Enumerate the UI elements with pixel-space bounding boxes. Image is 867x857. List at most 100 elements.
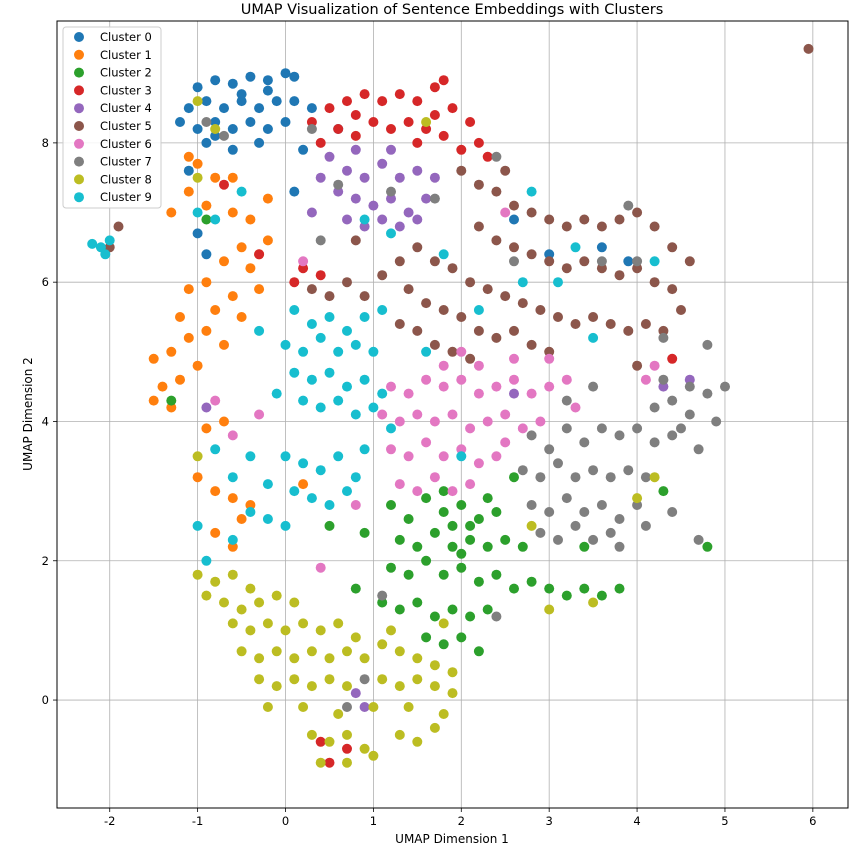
data-point — [386, 124, 396, 134]
data-point — [500, 409, 511, 420]
data-point — [456, 451, 467, 462]
data-point — [509, 256, 519, 267]
data-point — [658, 486, 669, 497]
data-point — [245, 451, 256, 462]
data-point — [429, 339, 440, 350]
data-point — [377, 158, 388, 169]
x-tick-label: 6 — [809, 814, 816, 828]
data-point — [166, 402, 177, 413]
data-point — [570, 242, 581, 253]
data-point — [350, 235, 361, 246]
data-point — [359, 312, 370, 322]
data-point — [377, 409, 388, 420]
data-point — [438, 618, 449, 629]
data-point — [289, 653, 300, 664]
series-cluster-6 — [210, 207, 660, 573]
data-point — [254, 597, 265, 608]
data-point — [227, 541, 238, 552]
data-point — [210, 130, 221, 141]
data-point — [711, 416, 722, 427]
data-point — [192, 207, 203, 218]
data-point — [667, 395, 678, 406]
data-point — [201, 96, 212, 107]
data-point — [438, 709, 449, 719]
data-point — [596, 423, 607, 434]
data-point — [394, 534, 405, 545]
data-point — [271, 590, 282, 601]
data-point — [359, 674, 370, 685]
data-point — [227, 430, 238, 441]
data-point — [315, 402, 326, 413]
data-point — [394, 681, 405, 692]
data-point — [509, 374, 519, 385]
data-point — [324, 103, 335, 114]
data-point — [386, 381, 396, 392]
legend-label: Cluster 6 — [100, 137, 152, 151]
data-point — [614, 214, 625, 225]
data-point — [227, 78, 238, 89]
data-point — [394, 479, 405, 490]
legend-marker — [74, 174, 84, 185]
data-point — [254, 325, 265, 336]
data-point — [482, 151, 493, 162]
data-point — [386, 186, 396, 197]
data-point — [403, 207, 414, 218]
data-point — [210, 75, 221, 86]
data-point — [605, 527, 616, 538]
x-tick-label: 0 — [282, 814, 289, 828]
data-point — [535, 527, 546, 538]
data-point — [491, 569, 502, 580]
data-point — [500, 437, 511, 448]
data-point — [596, 242, 607, 253]
data-point — [658, 381, 669, 392]
data-point — [473, 137, 484, 148]
data-point — [324, 312, 335, 322]
data-point — [482, 541, 493, 552]
data-point — [570, 520, 581, 531]
data-point — [561, 374, 572, 385]
data-point — [412, 541, 423, 552]
data-point — [482, 604, 493, 615]
data-point — [262, 193, 273, 204]
data-point — [623, 465, 634, 476]
data-point — [658, 332, 669, 343]
data-point — [201, 277, 212, 288]
data-point — [588, 597, 599, 608]
data-point — [175, 374, 185, 385]
data-point — [517, 298, 528, 309]
data-point — [544, 353, 555, 364]
data-point — [201, 325, 212, 336]
data-point — [473, 388, 484, 399]
data-point — [588, 312, 599, 322]
data-point — [403, 514, 414, 524]
data-point — [412, 486, 423, 497]
data-point — [579, 583, 590, 594]
data-point — [526, 207, 537, 218]
data-point — [254, 103, 265, 114]
data-point — [570, 319, 581, 329]
data-point — [306, 646, 317, 657]
data-point — [429, 256, 440, 267]
data-point — [306, 729, 317, 740]
data-point — [227, 534, 238, 545]
data-point — [702, 388, 713, 399]
data-point — [377, 639, 388, 650]
data-point — [438, 249, 449, 260]
data-point — [403, 117, 414, 127]
data-point — [298, 263, 309, 274]
data-point — [632, 360, 643, 371]
legend-marker — [74, 32, 84, 42]
data-point — [359, 374, 370, 385]
data-point — [491, 381, 502, 392]
data-point — [526, 576, 537, 587]
data-point — [421, 193, 432, 204]
x-tick-label: 4 — [633, 814, 640, 828]
data-point — [491, 507, 502, 517]
data-point — [394, 729, 405, 740]
data-point — [315, 562, 326, 573]
data-point — [280, 68, 291, 79]
data-point — [649, 256, 660, 267]
data-point — [315, 465, 326, 476]
data-point — [394, 256, 405, 267]
data-point — [386, 144, 396, 155]
